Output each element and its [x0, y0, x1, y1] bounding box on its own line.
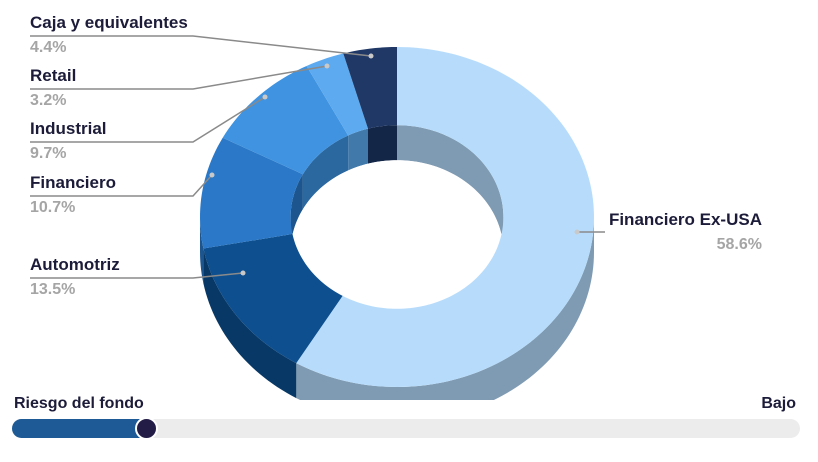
- slice-value: 10.7%: [30, 199, 75, 216]
- donut-group: [200, 47, 594, 400]
- risk-slider-knob[interactable]: [134, 417, 158, 440]
- slice-inner-wall: [290, 174, 303, 252]
- leader-line: [30, 35, 372, 57]
- slice-value: 4.4%: [30, 39, 66, 56]
- leader-dot: [574, 229, 580, 235]
- leader-dot: [324, 63, 330, 69]
- slice-financiero-ex-usa: [296, 47, 594, 387]
- slice-inner-wall: [367, 125, 397, 164]
- leader-dot: [262, 94, 268, 100]
- slice-value: 3.2%: [30, 92, 66, 109]
- leader-line: [30, 272, 244, 279]
- slice-inner-wall: [397, 125, 504, 252]
- leader-dot: [240, 270, 246, 276]
- slice-automotriz: [203, 234, 343, 364]
- slice-label: Financiero: [30, 173, 116, 192]
- risk-level-label: Bajo: [761, 395, 796, 412]
- slice-retail: [306, 53, 368, 136]
- risk-slider-fill: [12, 419, 146, 438]
- leader-line: [30, 174, 213, 197]
- risk-slider-track: [12, 417, 800, 440]
- leader-dot: [368, 53, 374, 59]
- slice-industrial: [222, 65, 349, 175]
- slice-inner-wall: [302, 135, 349, 210]
- slice-value: 58.6%: [717, 236, 762, 253]
- risk-title: Riesgo del fondo: [14, 395, 144, 412]
- slice-inner-wall: [348, 128, 368, 171]
- leader-dot: [209, 172, 215, 178]
- slice-label: Caja y equivalentes: [30, 13, 188, 32]
- slice-label: Financiero Ex-USA: [609, 210, 762, 229]
- slice-label: Automotriz: [30, 255, 120, 274]
- leader-line: [30, 65, 328, 90]
- slice-outer-side: [296, 217, 594, 400]
- slice-value: 13.5%: [30, 281, 75, 298]
- leader-line: [30, 96, 266, 143]
- slice-caja-y-equivalentes: [343, 47, 397, 129]
- slice-label: Retail: [30, 66, 76, 85]
- slice-outer-side: [200, 217, 204, 284]
- labels-group: Financiero Ex-USA 58.6% Automotriz 13.5% Fin…: [30, 13, 762, 298]
- slice-outer-side: [203, 248, 297, 399]
- slice-financiero: [200, 137, 303, 249]
- donut-chart: Financiero Ex-USA 58.6% Automotriz 13.5% Fin…: [30, 13, 762, 400]
- slice-label: Industrial: [30, 119, 107, 138]
- slice-value: 9.7%: [30, 145, 66, 162]
